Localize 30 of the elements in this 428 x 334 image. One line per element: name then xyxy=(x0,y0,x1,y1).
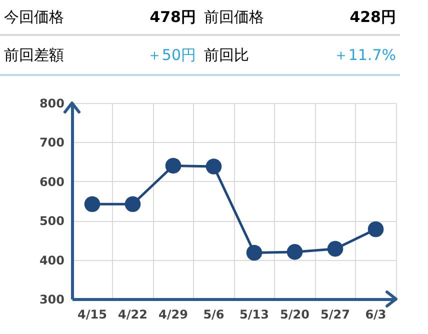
point xyxy=(206,158,222,174)
x-tick-label: 5/13 xyxy=(240,308,269,322)
y-tick-label: 800 xyxy=(39,96,64,110)
y-tick-label: 600 xyxy=(39,174,64,189)
point xyxy=(84,196,100,212)
x-tick-label: 4/29 xyxy=(158,308,188,322)
y-tick-label: 300 xyxy=(39,292,64,306)
x-tick-label: 5/6 xyxy=(203,308,224,322)
text: 前回価格 xyxy=(204,8,264,26)
x-tick-label: 4/22 xyxy=(118,308,148,322)
x-tick-label: 6/3 xyxy=(365,308,386,322)
text: ＋11.7% xyxy=(333,46,396,64)
y-tick-label: 700 xyxy=(39,136,64,150)
text: 478円 xyxy=(150,8,196,26)
text: 前回差額 xyxy=(4,46,64,64)
y-tick-label: 400 xyxy=(39,253,64,268)
text: 今回価格 xyxy=(4,8,64,26)
text: 前回比 xyxy=(204,46,249,64)
text: ＋50円 xyxy=(146,46,196,64)
point xyxy=(165,158,182,174)
y-tick-label: 500 xyxy=(39,214,64,228)
point xyxy=(124,196,141,212)
point xyxy=(327,240,344,257)
x-tick-label: 5/27 xyxy=(320,308,350,322)
x-tick-label: 4/15 xyxy=(78,308,107,322)
point xyxy=(368,221,384,238)
text: 428円 xyxy=(350,8,396,26)
x-tick-label: 5/20 xyxy=(280,308,310,322)
point xyxy=(246,244,262,261)
point xyxy=(286,244,303,260)
